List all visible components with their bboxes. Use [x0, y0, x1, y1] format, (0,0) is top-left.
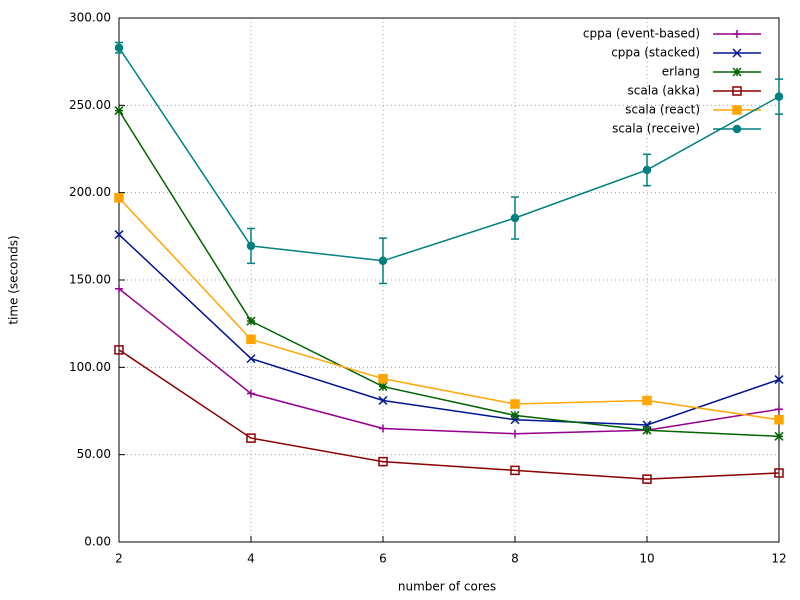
- x-tick-label: 10: [639, 552, 654, 566]
- marker: [247, 389, 255, 398]
- marker: [114, 43, 124, 52]
- marker: [378, 382, 388, 392]
- marker: [642, 165, 652, 175]
- marker: [642, 425, 652, 435]
- x-tick-label: 8: [511, 552, 519, 566]
- marker: [732, 67, 742, 77]
- y-tick-label: 250.00: [69, 98, 111, 112]
- marker: [511, 429, 519, 438]
- marker: [510, 213, 520, 223]
- marker: [115, 284, 123, 293]
- marker: [732, 105, 742, 115]
- marker: [378, 373, 388, 384]
- x-tick-label: 4: [247, 552, 255, 566]
- marker: [733, 30, 741, 38]
- y-tick-label: 50.00: [77, 447, 111, 461]
- legend-label: erlang: [662, 65, 700, 79]
- marker: [246, 433, 256, 443]
- legend-label: scala (receive): [612, 122, 700, 136]
- marker: [379, 424, 387, 433]
- series-line: [118, 110, 780, 438]
- legend-label: cppa (event-based): [583, 27, 700, 41]
- marker: [732, 124, 742, 134]
- x-axis-label: number of cores: [398, 580, 496, 594]
- marker: [114, 230, 124, 240]
- y-tick-label: 100.00: [69, 360, 111, 374]
- marker: [774, 375, 784, 385]
- marker: [774, 414, 784, 425]
- x-tick-label: 6: [379, 552, 387, 566]
- x-tick-label: 12: [771, 552, 786, 566]
- plot-frame: [118, 17, 780, 543]
- y-tick-label: 150.00: [69, 273, 111, 287]
- marker: [510, 465, 520, 476]
- marker: [246, 354, 256, 364]
- marker: [775, 405, 783, 414]
- y-tick-label: 0.00: [84, 535, 111, 549]
- series-line: [118, 349, 780, 480]
- marker: [774, 92, 784, 101]
- y-tick-label: 300.00: [69, 11, 111, 25]
- marker: [510, 410, 520, 420]
- marker: [774, 468, 784, 478]
- marker: [378, 256, 388, 266]
- x-tick-label: 2: [115, 552, 123, 566]
- marker: [246, 316, 256, 326]
- legend-label: cppa (stacked): [611, 46, 700, 60]
- marker: [774, 431, 784, 441]
- series-line: [118, 288, 780, 435]
- y-tick-label: 200.00: [69, 185, 111, 199]
- marker: [246, 334, 256, 345]
- marker: [642, 474, 652, 484]
- series-line: [118, 234, 780, 426]
- marker: [246, 241, 256, 251]
- y-axis-label: time (seconds): [7, 235, 21, 324]
- series-line: [118, 47, 780, 262]
- marker: [114, 193, 124, 203]
- marker: [732, 48, 742, 58]
- marker: [642, 395, 652, 406]
- marker: [114, 106, 124, 116]
- legend-label: scala (akka): [628, 84, 700, 98]
- marker: [510, 399, 520, 409]
- marker: [378, 395, 388, 406]
- marker: [114, 345, 124, 355]
- marker: [378, 456, 388, 467]
- series-line: [118, 197, 780, 421]
- marker: [732, 86, 742, 96]
- legend-label: scala (react): [625, 103, 700, 117]
